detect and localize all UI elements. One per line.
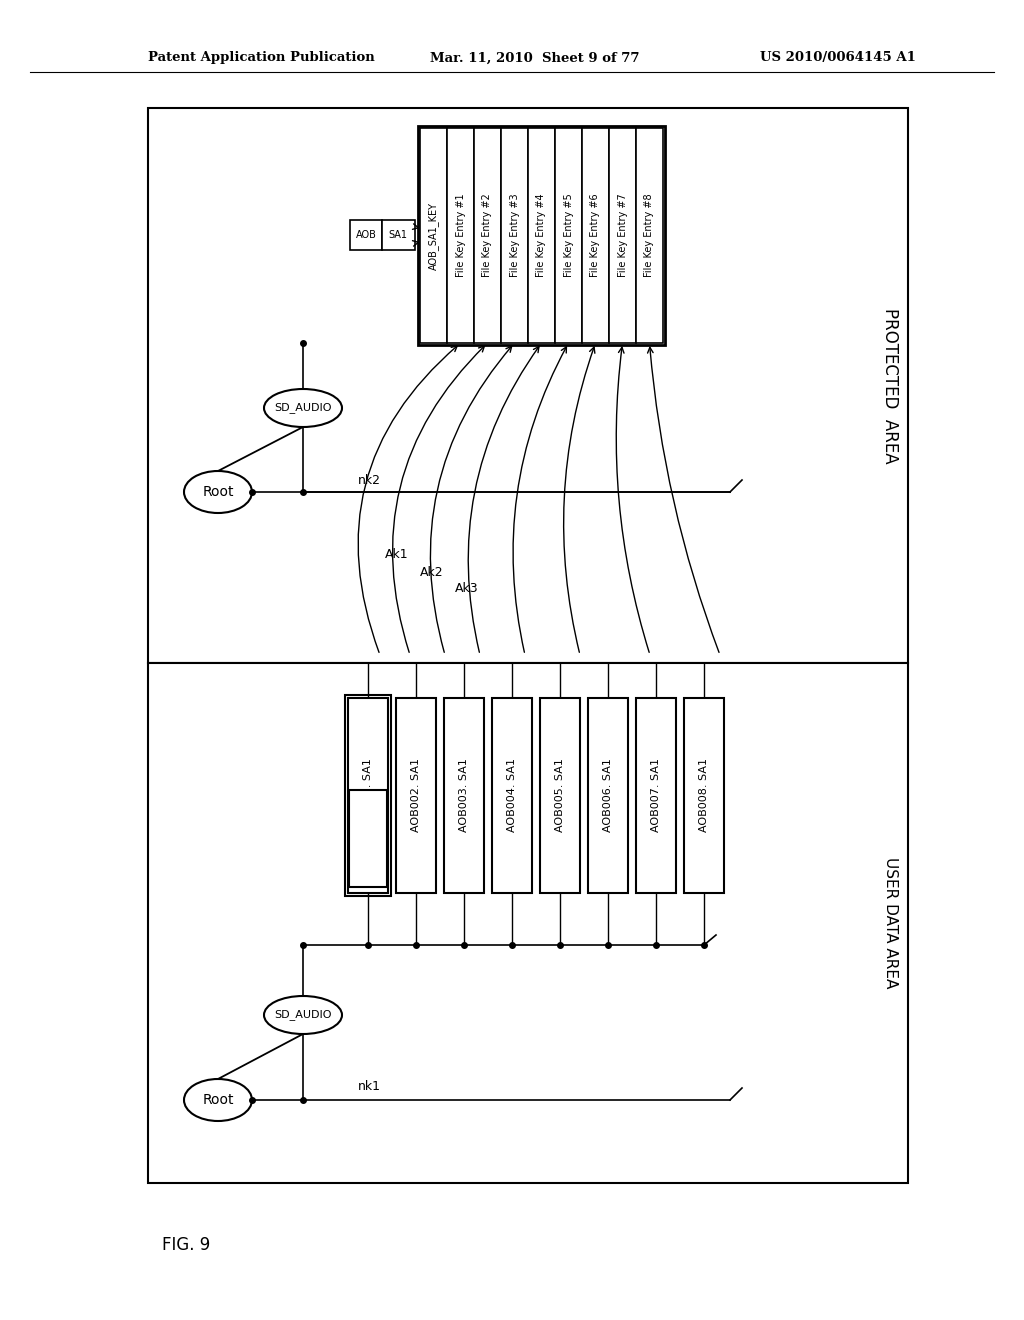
Text: SD_AUDIO: SD_AUDIO bbox=[274, 1010, 332, 1020]
Bar bbox=[582, 128, 609, 343]
Text: AOB008. SA1: AOB008. SA1 bbox=[699, 759, 709, 833]
Text: Ak2: Ak2 bbox=[420, 565, 443, 578]
Text: File Key Entry #2: File Key Entry #2 bbox=[482, 194, 493, 277]
Ellipse shape bbox=[184, 471, 252, 513]
Bar bbox=[474, 128, 501, 343]
Ellipse shape bbox=[264, 389, 342, 426]
Bar bbox=[684, 698, 724, 894]
Text: AOB: AOB bbox=[355, 230, 377, 240]
Text: SD_AUDIO: SD_AUDIO bbox=[274, 403, 332, 413]
Text: Ak1: Ak1 bbox=[385, 549, 409, 561]
Bar bbox=[148, 663, 908, 1183]
Bar bbox=[420, 128, 447, 343]
Text: AOB003. SA1: AOB003. SA1 bbox=[459, 759, 469, 833]
Ellipse shape bbox=[264, 997, 342, 1034]
Bar bbox=[350, 220, 382, 249]
Text: File Key Entry #4: File Key Entry #4 bbox=[537, 194, 547, 277]
Text: FIG. 9: FIG. 9 bbox=[162, 1236, 210, 1254]
Text: Root: Root bbox=[203, 484, 233, 499]
Bar bbox=[418, 125, 665, 345]
Bar bbox=[349, 789, 387, 887]
Ellipse shape bbox=[184, 1078, 252, 1121]
Text: AOB_SA1_KEY: AOB_SA1_KEY bbox=[428, 202, 439, 269]
Text: US 2010/0064145 A1: US 2010/0064145 A1 bbox=[760, 51, 915, 65]
Bar bbox=[588, 698, 628, 894]
Text: PROTECTED  AREA: PROTECTED AREA bbox=[881, 308, 899, 463]
Text: AOB001. SA1: AOB001. SA1 bbox=[362, 759, 373, 833]
Text: AOB006. SA1: AOB006. SA1 bbox=[603, 759, 613, 833]
Text: File Key Entry #6: File Key Entry #6 bbox=[591, 194, 600, 277]
Text: File Key Entry #3: File Key Entry #3 bbox=[510, 194, 519, 277]
Text: Mar. 11, 2010  Sheet 9 of 77: Mar. 11, 2010 Sheet 9 of 77 bbox=[430, 51, 640, 65]
Text: Patent Application Publication: Patent Application Publication bbox=[148, 51, 375, 65]
Bar bbox=[396, 698, 436, 894]
Text: Ak3: Ak3 bbox=[455, 582, 478, 594]
Bar bbox=[348, 698, 388, 894]
Bar bbox=[555, 128, 582, 343]
Text: File Key Entry #7: File Key Entry #7 bbox=[617, 194, 628, 277]
Bar bbox=[636, 698, 676, 894]
Bar bbox=[345, 696, 391, 896]
Text: AOB005. SA1: AOB005. SA1 bbox=[555, 759, 565, 833]
Text: AOB002. SA1: AOB002. SA1 bbox=[411, 759, 421, 833]
Text: AOB007. SA1: AOB007. SA1 bbox=[651, 759, 662, 833]
Text: USER DATA AREA: USER DATA AREA bbox=[883, 857, 897, 989]
Bar bbox=[492, 698, 532, 894]
Text: File Key Entry #5: File Key Entry #5 bbox=[563, 194, 573, 277]
Bar bbox=[148, 108, 908, 663]
Bar bbox=[636, 128, 663, 343]
Bar bbox=[382, 220, 415, 249]
Bar bbox=[447, 128, 474, 343]
Text: AOB004. SA1: AOB004. SA1 bbox=[507, 759, 517, 833]
Bar bbox=[501, 128, 528, 343]
Text: SA1: SA1 bbox=[388, 230, 408, 240]
Text: nk1: nk1 bbox=[358, 1080, 381, 1093]
Text: File Key Entry #1: File Key Entry #1 bbox=[456, 194, 466, 277]
Text: Root: Root bbox=[203, 1093, 233, 1107]
Bar bbox=[540, 698, 580, 894]
Bar bbox=[528, 128, 555, 343]
Bar bbox=[444, 698, 484, 894]
Text: nk2: nk2 bbox=[358, 474, 381, 487]
Text: File Key Entry #8: File Key Entry #8 bbox=[644, 194, 654, 277]
Bar bbox=[609, 128, 636, 343]
